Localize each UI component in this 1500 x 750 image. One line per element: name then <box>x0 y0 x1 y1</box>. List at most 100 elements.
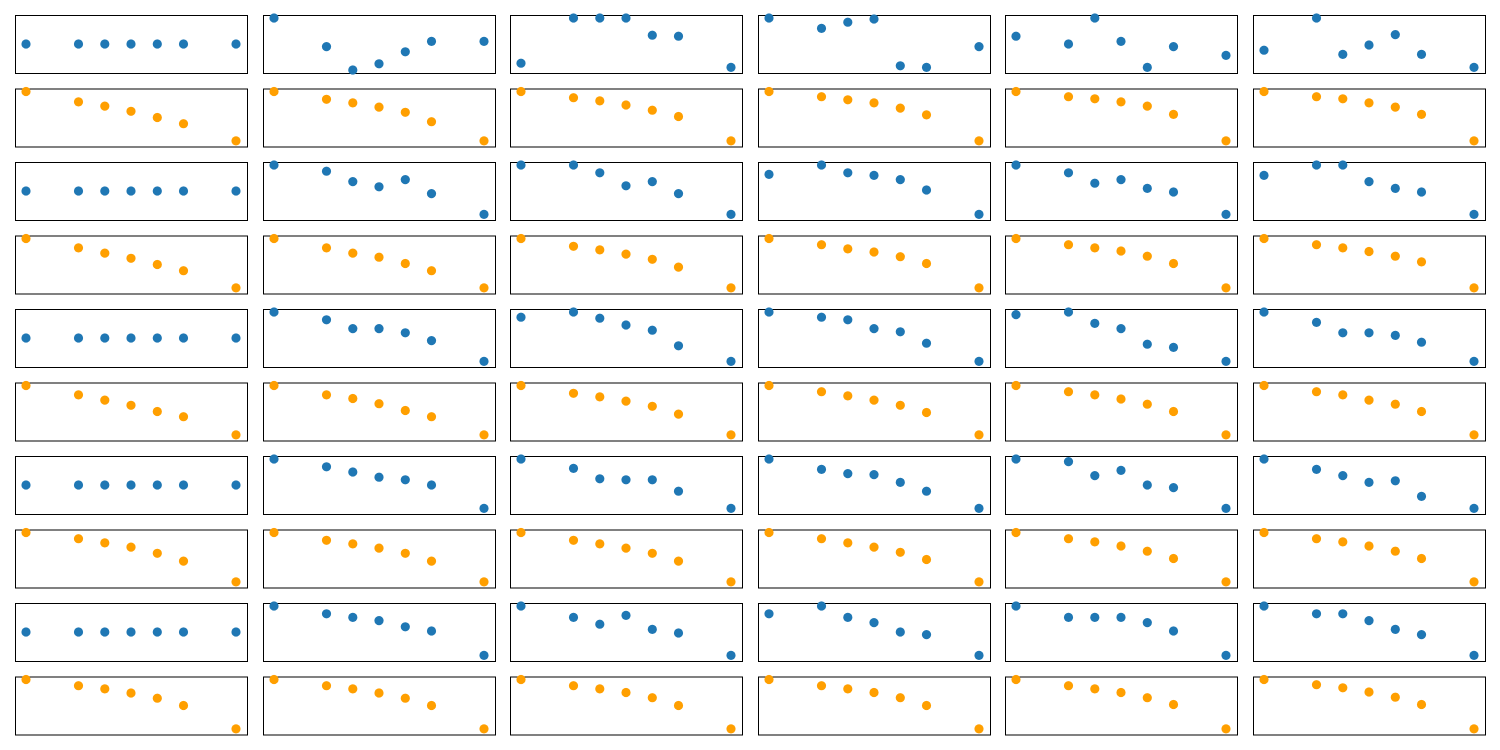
data-point <box>178 700 189 711</box>
data-point <box>647 401 657 411</box>
data-point <box>1168 258 1179 269</box>
data-point <box>126 688 136 698</box>
data-point <box>1364 246 1374 257</box>
data-point <box>816 92 827 102</box>
panel-frame <box>510 676 743 736</box>
data-point <box>152 480 162 490</box>
data-point <box>974 209 984 219</box>
panel-r1-c2 <box>263 13 496 75</box>
data-point <box>269 674 279 685</box>
data-point <box>269 233 279 244</box>
data-point <box>426 189 437 199</box>
data-point <box>516 233 526 244</box>
data-point <box>73 681 84 691</box>
data-point <box>1338 390 1348 400</box>
data-point <box>1168 483 1179 493</box>
panel-frame <box>1253 529 1486 589</box>
panel-r1-c4 <box>758 13 991 74</box>
data-point <box>816 240 827 250</box>
data-point <box>1311 317 1322 327</box>
data-point <box>400 328 410 338</box>
data-point <box>1338 243 1348 253</box>
data-point <box>1390 546 1400 556</box>
panel-frame <box>263 603 496 662</box>
data-point <box>231 186 241 196</box>
data-point <box>1063 612 1074 623</box>
data-point <box>1011 674 1021 685</box>
panel-frame <box>263 309 496 368</box>
data-point <box>73 97 84 107</box>
data-point <box>1168 187 1179 197</box>
data-point <box>816 387 827 397</box>
data-point <box>764 233 774 244</box>
panel-frame <box>15 603 248 662</box>
data-point <box>1116 97 1126 107</box>
data-point <box>1063 307 1074 317</box>
data-point <box>269 86 279 97</box>
data-point <box>1469 650 1479 661</box>
panel-frame <box>1253 603 1486 662</box>
data-point <box>843 612 853 623</box>
panel-r7-c4 <box>758 454 991 515</box>
data-point <box>1142 618 1152 628</box>
data-point <box>426 480 437 490</box>
data-point <box>178 119 189 129</box>
data-point <box>1168 699 1179 710</box>
data-point <box>400 622 410 632</box>
data-point <box>568 535 579 545</box>
data-point <box>100 684 110 694</box>
data-point <box>869 98 879 108</box>
data-point <box>1221 430 1231 440</box>
data-point <box>100 186 110 196</box>
panel-frame <box>15 88 248 148</box>
data-point <box>595 619 605 629</box>
data-point <box>1311 160 1322 170</box>
data-point <box>1221 503 1231 513</box>
data-point <box>516 312 526 322</box>
data-point <box>152 259 162 270</box>
panel-r5-c1 <box>15 309 248 368</box>
data-point <box>426 556 437 566</box>
panel-r3-c3 <box>510 160 743 221</box>
data-point <box>726 209 736 219</box>
panel-r10-c2 <box>263 674 496 736</box>
data-point <box>921 554 932 565</box>
data-point <box>1116 541 1126 551</box>
data-point <box>479 503 489 513</box>
data-point <box>1469 62 1479 72</box>
data-point <box>400 693 410 703</box>
data-point <box>73 480 84 490</box>
data-point <box>1090 178 1100 188</box>
data-point <box>1168 406 1179 417</box>
data-point <box>764 674 774 685</box>
panel-frame <box>510 235 743 295</box>
panel-r1-c3 <box>510 13 743 74</box>
panel-r10-c1 <box>15 674 248 736</box>
data-point <box>516 454 526 464</box>
panel-r3-c4 <box>758 160 991 221</box>
data-point <box>1259 307 1269 317</box>
data-point <box>21 627 31 637</box>
panel-r9-c2 <box>263 601 496 662</box>
data-point <box>516 58 526 68</box>
data-point <box>231 333 241 343</box>
data-point <box>348 98 358 108</box>
data-point <box>1168 553 1179 564</box>
data-point <box>321 315 332 325</box>
data-point <box>1221 356 1231 366</box>
data-point <box>726 724 736 734</box>
panel-r3-c6 <box>1253 160 1486 221</box>
data-point <box>178 333 189 343</box>
data-point <box>348 684 358 694</box>
data-point <box>1311 240 1322 250</box>
panel-r9-c3 <box>510 601 743 662</box>
panel-r6-c3 <box>510 380 743 442</box>
data-point <box>231 480 241 490</box>
data-point <box>1259 86 1269 97</box>
data-point <box>1142 62 1152 72</box>
panel-r8-c5 <box>1005 527 1238 589</box>
data-point <box>673 31 684 41</box>
data-point <box>374 543 384 553</box>
data-point <box>974 650 984 661</box>
data-point <box>152 627 162 637</box>
